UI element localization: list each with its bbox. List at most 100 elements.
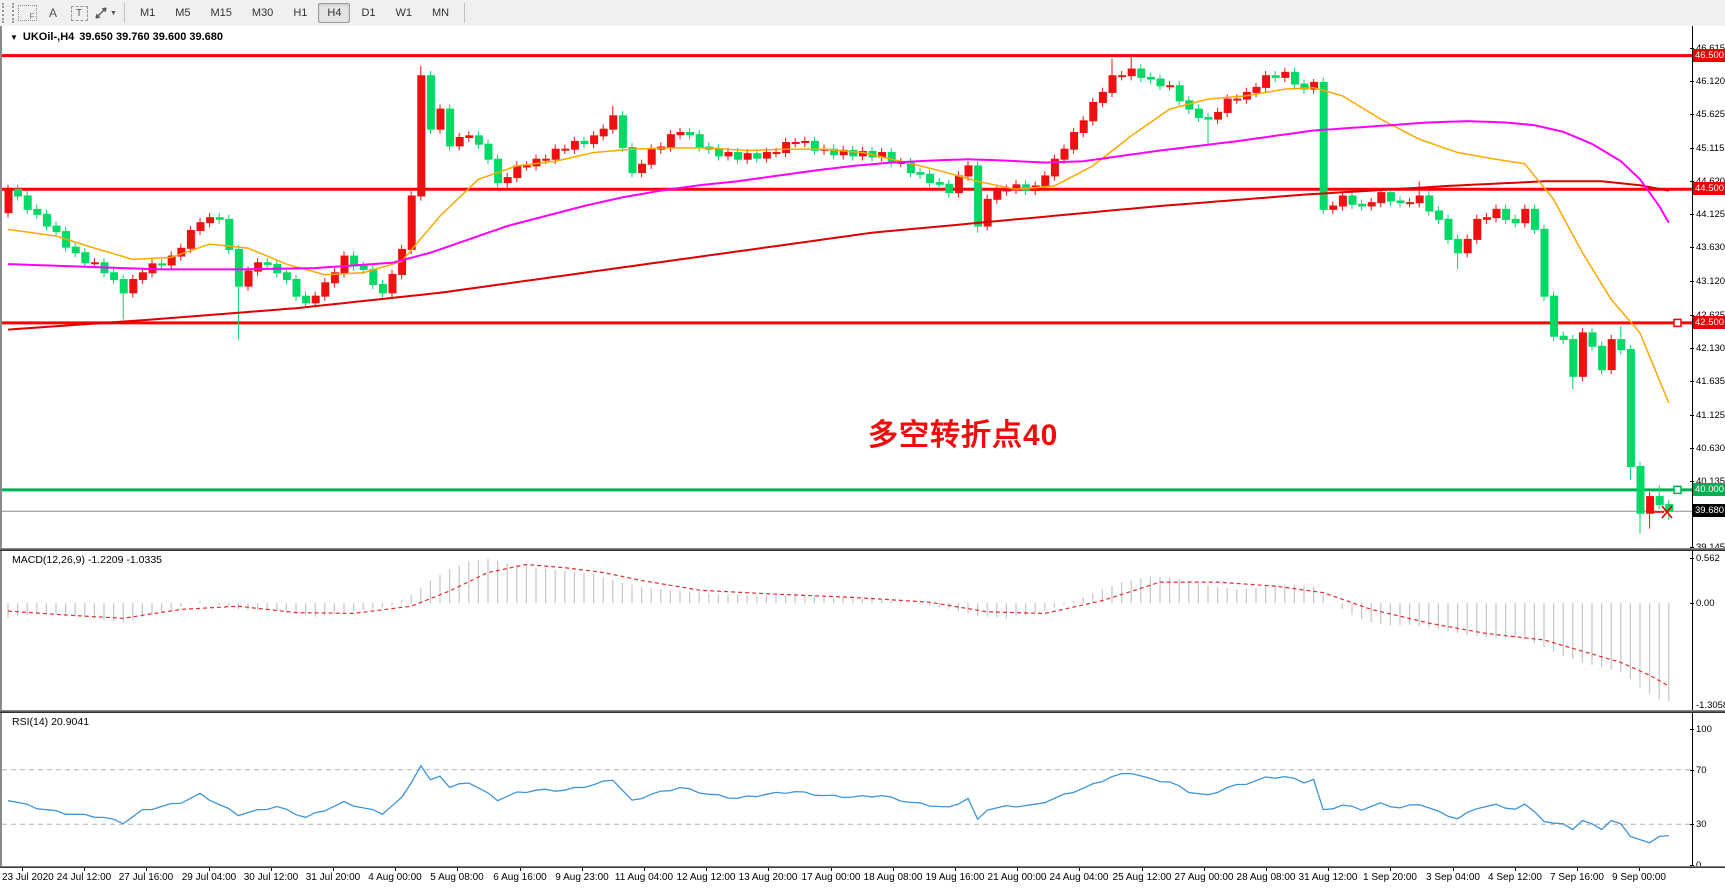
candle-body	[1588, 332, 1597, 347]
candle-body	[1252, 86, 1261, 93]
candle-body	[954, 175, 963, 194]
macd-label: MACD(12,26,9) -1.2209 -1.0335	[12, 554, 162, 566]
candle-body	[1079, 120, 1088, 134]
candle-body	[1348, 195, 1357, 205]
candle-body	[1089, 101, 1098, 122]
candle-body	[791, 142, 800, 145]
candle-body	[340, 255, 349, 274]
time-axis[interactable]: 23 Jul 2020 24 Jul 12:00 27 Jul 16:00 29 Ju…	[0, 868, 1725, 890]
candle-body	[1511, 218, 1520, 224]
collapse-triangle-icon[interactable]: ▼	[10, 32, 18, 42]
dropdown-caret-icon[interactable]: ▼	[110, 9, 117, 17]
time-label: 25 Aug 12:00	[1112, 872, 1172, 883]
candle-body	[1454, 238, 1463, 254]
timeframe-button-d1[interactable]: D1	[361, 7, 376, 19]
candle-body	[1415, 195, 1424, 204]
price-tick-label: 41.125	[1696, 410, 1725, 421]
text-box-icon[interactable]: T	[67, 2, 91, 24]
candle-body	[234, 248, 243, 287]
time-tick	[955, 868, 956, 871]
candle-body	[551, 148, 560, 160]
price-tick-dash	[1690, 81, 1694, 82]
price-tick-label: 44.125	[1696, 209, 1725, 220]
candle-body	[1281, 71, 1290, 78]
candle-body	[1425, 195, 1434, 212]
price-tick-label: 40.630	[1696, 443, 1725, 454]
candle-body	[455, 137, 464, 147]
candle-body	[167, 255, 176, 266]
candle-body	[1108, 75, 1117, 93]
price-tick-dash	[1690, 181, 1694, 182]
time-label: 5 Aug 08:00	[430, 872, 484, 883]
rsi-label: RSI(14) 20.9041	[12, 716, 90, 728]
timeframe-button-m1[interactable]: M1	[139, 7, 156, 19]
candle-body	[1646, 496, 1655, 514]
template-icon[interactable]: F	[15, 2, 39, 24]
candle-body	[465, 135, 474, 139]
macd-chart-canvas[interactable]	[2, 551, 1692, 710]
ma_red-line	[7, 180, 1669, 331]
price-chart-canvas[interactable]	[2, 26, 1692, 548]
time-tick	[831, 868, 832, 871]
toolbar: F A T ▼ M1 M5 M15 M30 H1 H4 D1 W1 MN	[0, 0, 1725, 27]
rsi-chart-canvas[interactable]	[2, 713, 1692, 866]
candle-body	[33, 208, 42, 215]
candle-body	[436, 108, 445, 130]
time-label: 7 Sep 16:00	[1550, 872, 1604, 883]
hline-price-badge: 44.500	[1693, 182, 1725, 195]
time-label: 4 Aug 00:00	[368, 872, 422, 883]
timeframe-button-w1[interactable]: W1	[395, 7, 413, 19]
price-tick-dash	[1690, 214, 1694, 215]
candle-body	[1473, 218, 1482, 240]
time-label: 19 Aug 16:00	[925, 872, 985, 883]
candle-body	[426, 75, 435, 130]
panel-separator[interactable]	[0, 548, 1725, 551]
candle-body	[263, 262, 272, 265]
timeframe-button-h4[interactable]: H4	[318, 3, 351, 23]
time-label: 17 Aug 00:00	[801, 872, 861, 883]
price-tick-dash	[1690, 247, 1694, 248]
timeframe-button-h1[interactable]: H1	[293, 7, 308, 19]
time-label: 23 Jul 2020	[2, 872, 54, 883]
timeframe-button-m30[interactable]: M30	[251, 7, 274, 19]
time-label: 13 Aug 20:00	[738, 872, 798, 883]
chart-annotation-text: 多空转折点40	[868, 419, 1059, 452]
candle-body	[1050, 158, 1059, 177]
timeframe-button-m15[interactable]: M15	[210, 7, 232, 19]
price-tick-label: 44.620	[1696, 176, 1725, 187]
time-label: 27 Jul 16:00	[118, 872, 174, 883]
rsi-tick-dash	[1690, 865, 1694, 866]
candle-body	[1338, 195, 1347, 207]
candle-body	[1492, 208, 1501, 219]
candle-body	[1319, 81, 1328, 210]
rsi-tick-dash	[1690, 824, 1694, 825]
panel-separator	[0, 866, 1725, 868]
time-label: 9 Sep 00:00	[1612, 872, 1666, 883]
candle-body	[772, 152, 781, 155]
candle-body	[1617, 339, 1626, 351]
candle-body	[618, 115, 627, 149]
time-tick	[1453, 868, 1454, 871]
hline-handle	[1673, 485, 1682, 495]
candle-body	[1502, 208, 1511, 220]
price-tick-label: 41.635	[1696, 376, 1725, 387]
candle-body	[887, 152, 896, 164]
time-label: 24 Aug 04:00	[1049, 872, 1109, 883]
candle-body	[993, 190, 1002, 200]
candle-body	[52, 225, 61, 233]
timeframe-button-mn[interactable]: MN	[432, 7, 450, 19]
text-label-icon[interactable]: A	[48, 6, 57, 20]
diagonal-arrows-icon	[95, 7, 107, 19]
price-tick-label: 43.630	[1696, 242, 1725, 253]
toolbar-drag-handle[interactable]	[2, 3, 14, 23]
timeframe-button-m5[interactable]: M5	[175, 7, 191, 19]
panel-separator[interactable]	[0, 710, 1725, 713]
candle-body	[1626, 349, 1635, 468]
arrows-tool-icon[interactable]: ▼	[93, 2, 118, 24]
time-tick	[146, 868, 147, 871]
candle-body	[1665, 504, 1674, 512]
rsi-axis-label: 70	[1696, 765, 1707, 776]
candle-body	[609, 115, 618, 130]
candle-body	[244, 270, 253, 287]
price-tick-label: 46.615	[1696, 43, 1725, 54]
